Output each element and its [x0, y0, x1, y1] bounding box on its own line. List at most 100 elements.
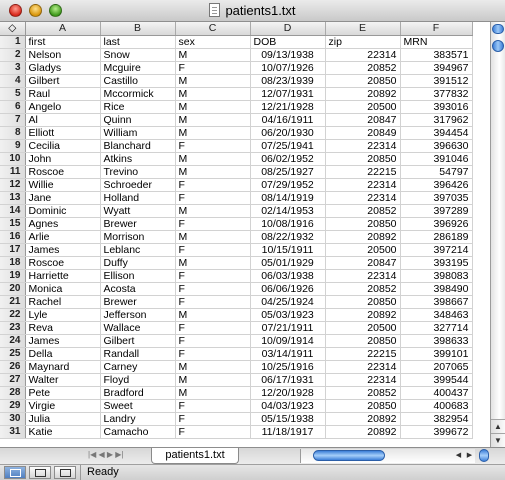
row-header[interactable]: 20 [0, 282, 26, 296]
cell-f-29[interactable]: 400683 [400, 399, 473, 413]
cell-f-26[interactable]: 207065 [400, 360, 473, 374]
cell-d-5[interactable]: 12/07/1931 [250, 87, 326, 101]
cell-f-11[interactable]: 54797 [400, 165, 473, 179]
cell-d-3[interactable]: 10/07/1926 [250, 61, 326, 75]
cell-e-14[interactable]: 20852 [325, 204, 401, 218]
cell-f-17[interactable]: 397214 [400, 243, 473, 257]
cell-c-22[interactable]: M [175, 308, 251, 322]
cell-d-14[interactable]: 02/14/1953 [250, 204, 326, 218]
cell-b-25[interactable]: Randall [100, 347, 176, 361]
cell-b-24[interactable]: Gilbert [100, 334, 176, 348]
cell-a-16[interactable]: Arlie [25, 230, 101, 244]
cell-f-3[interactable]: 394967 [400, 61, 473, 75]
row-header[interactable]: 23 [0, 321, 26, 335]
cell-f-5[interactable]: 377832 [400, 87, 473, 101]
cell-d-1[interactable]: DOB [250, 35, 326, 49]
cell-d-23[interactable]: 07/21/1911 [250, 321, 326, 335]
column-header-b[interactable]: B [100, 22, 176, 36]
cell-a-13[interactable]: Jane [25, 191, 101, 205]
cell-c-30[interactable]: F [175, 412, 251, 426]
row-header[interactable]: 27 [0, 373, 26, 387]
cell-e-13[interactable]: 22314 [325, 191, 401, 205]
row-header[interactable]: 30 [0, 412, 26, 426]
row-header[interactable]: 17 [0, 243, 26, 257]
scroll-up-arrow-icon[interactable]: ▲ [491, 419, 505, 433]
cell-a-12[interactable]: Willie [25, 178, 101, 192]
cell-b-2[interactable]: Snow [100, 48, 176, 62]
cell-e-22[interactable]: 20892 [325, 308, 401, 322]
row-header[interactable]: 19 [0, 269, 26, 283]
cell-a-4[interactable]: Gilbert [25, 74, 101, 88]
cell-d-16[interactable]: 08/22/1932 [250, 230, 326, 244]
horizontal-scroll-thumb[interactable] [313, 450, 385, 461]
cell-c-20[interactable]: F [175, 282, 251, 296]
cell-b-12[interactable]: Schroeder [100, 178, 176, 192]
row-header[interactable]: 15 [0, 217, 26, 231]
cell-a-11[interactable]: Roscoe [25, 165, 101, 179]
cell-b-22[interactable]: Jefferson [100, 308, 176, 322]
row-header[interactable]: 2 [0, 48, 26, 62]
cell-a-6[interactable]: Angelo [25, 100, 101, 114]
cell-c-5[interactable]: M [175, 87, 251, 101]
cell-d-9[interactable]: 07/25/1941 [250, 139, 326, 153]
cell-a-7[interactable]: Al [25, 113, 101, 127]
cell-c-1[interactable]: sex [175, 35, 251, 49]
cell-f-8[interactable]: 394454 [400, 126, 473, 140]
cell-c-26[interactable]: M [175, 360, 251, 374]
cell-d-19[interactable]: 06/03/1938 [250, 269, 326, 283]
cell-d-10[interactable]: 06/02/1952 [250, 152, 326, 166]
normal-view-button[interactable] [4, 466, 26, 479]
cell-f-4[interactable]: 391512 [400, 74, 473, 88]
cell-b-29[interactable]: Sweet [100, 399, 176, 413]
vertical-scroll-thumb[interactable] [492, 40, 504, 52]
column-header-d[interactable]: D [250, 22, 326, 36]
cell-b-23[interactable]: Wallace [100, 321, 176, 335]
row-header[interactable]: 11 [0, 165, 26, 179]
cell-c-24[interactable]: F [175, 334, 251, 348]
row-header[interactable]: 28 [0, 386, 26, 400]
cell-a-27[interactable]: Walter [25, 373, 101, 387]
cell-b-15[interactable]: Brewer [100, 217, 176, 231]
cell-d-11[interactable]: 08/25/1927 [250, 165, 326, 179]
cell-c-18[interactable]: M [175, 256, 251, 270]
cell-e-25[interactable]: 22215 [325, 347, 401, 361]
cell-d-7[interactable]: 04/16/1911 [250, 113, 326, 127]
cell-c-16[interactable]: M [175, 230, 251, 244]
cell-e-1[interactable]: zip [325, 35, 401, 49]
cell-b-21[interactable]: Brewer [100, 295, 176, 309]
cell-f-12[interactable]: 396426 [400, 178, 473, 192]
column-header-c[interactable]: C [175, 22, 251, 36]
cell-e-7[interactable]: 20847 [325, 113, 401, 127]
cell-e-11[interactable]: 22215 [325, 165, 401, 179]
cell-b-1[interactable]: last [100, 35, 176, 49]
cell-a-23[interactable]: Reva [25, 321, 101, 335]
row-header[interactable]: 18 [0, 256, 26, 270]
cell-f-27[interactable]: 399544 [400, 373, 473, 387]
row-header[interactable]: 3 [0, 61, 26, 75]
cell-b-14[interactable]: Wyatt [100, 204, 176, 218]
row-header[interactable]: 12 [0, 178, 26, 192]
row-header[interactable]: 7 [0, 113, 26, 127]
cell-a-10[interactable]: John [25, 152, 101, 166]
cell-d-13[interactable]: 08/14/1919 [250, 191, 326, 205]
cell-e-28[interactable]: 20852 [325, 386, 401, 400]
cell-b-10[interactable]: Atkins [100, 152, 176, 166]
cell-f-22[interactable]: 348463 [400, 308, 473, 322]
cell-d-2[interactable]: 09/13/1938 [250, 48, 326, 62]
cell-e-30[interactable]: 20892 [325, 412, 401, 426]
scroll-down-arrow-icon[interactable]: ▼ [491, 433, 505, 447]
cell-a-2[interactable]: Nelson [25, 48, 101, 62]
cell-c-28[interactable]: M [175, 386, 251, 400]
cell-e-10[interactable]: 20850 [325, 152, 401, 166]
horizontal-scrollbar[interactable]: ◀ ▶ [300, 449, 475, 463]
cell-c-8[interactable]: M [175, 126, 251, 140]
cell-f-15[interactable]: 396926 [400, 217, 473, 231]
cell-c-9[interactable]: F [175, 139, 251, 153]
cell-b-30[interactable]: Landry [100, 412, 176, 426]
cell-f-18[interactable]: 393195 [400, 256, 473, 270]
cell-c-2[interactable]: M [175, 48, 251, 62]
cell-d-15[interactable]: 10/08/1916 [250, 217, 326, 231]
cell-c-23[interactable]: F [175, 321, 251, 335]
row-header[interactable]: 4 [0, 74, 26, 88]
cell-e-2[interactable]: 22314 [325, 48, 401, 62]
